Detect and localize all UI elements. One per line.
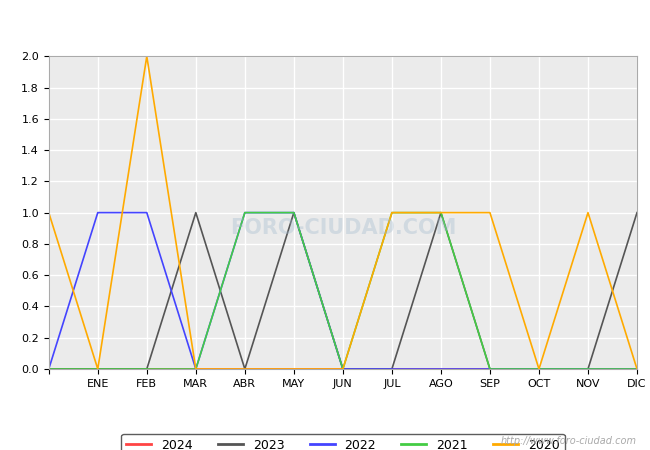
Text: FORO-CIUDAD.COM: FORO-CIUDAD.COM	[229, 218, 456, 238]
Legend: 2024, 2023, 2022, 2021, 2020: 2024, 2023, 2022, 2021, 2020	[122, 434, 564, 450]
Text: Matriculaciones de Vehiculos en Riofrío: Matriculaciones de Vehiculos en Riofrío	[154, 14, 496, 33]
Text: http://www.foro-ciudad.com: http://www.foro-ciudad.com	[501, 436, 637, 446]
